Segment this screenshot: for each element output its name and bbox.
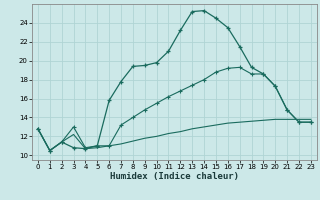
X-axis label: Humidex (Indice chaleur): Humidex (Indice chaleur): [110, 172, 239, 181]
